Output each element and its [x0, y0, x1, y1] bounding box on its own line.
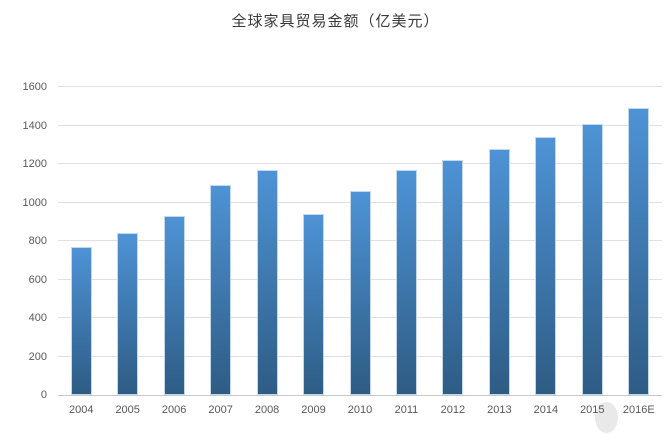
- bar-2011: [395, 169, 417, 395]
- y-tick-label-1600: 1600: [22, 81, 47, 93]
- gridline-1200: [58, 163, 662, 164]
- x-tick-label-2014: 2014: [533, 404, 559, 416]
- y-tick-label-400: 400: [28, 312, 47, 324]
- bar-2015: [581, 123, 603, 395]
- chart-title: 全球家具贸易金额（亿美元）: [231, 14, 440, 30]
- bar-2008: [256, 169, 278, 395]
- bar-2006: [163, 215, 185, 395]
- x-tick-label-2005: 2005: [115, 404, 140, 416]
- gridline-1600: [58, 86, 662, 87]
- y-tick-label-600: 600: [28, 273, 47, 286]
- x-tick-label-2010: 2010: [347, 404, 373, 416]
- gridline-0: [58, 395, 662, 396]
- y-tick-label-1000: 1000: [22, 196, 47, 209]
- bar-2005: [117, 233, 139, 395]
- bar-2012: [442, 160, 464, 395]
- bar-2013: [488, 148, 510, 395]
- x-tick-label-2008: 2008: [254, 404, 280, 416]
- y-tick-label-1200: 1200: [22, 158, 47, 170]
- x-tick-label-2006: 2006: [161, 404, 187, 416]
- bar-2004: [70, 246, 92, 395]
- x-tick-label-2011: 2011: [394, 404, 419, 416]
- x-tick-label-2015: 2015: [580, 404, 605, 416]
- watermark-ghost: [595, 402, 618, 433]
- gridline-1400: [58, 124, 662, 126]
- x-tick-label-2007: 2007: [208, 404, 233, 416]
- bar-2010: [349, 190, 371, 395]
- y-tick-label-0: 0: [40, 389, 47, 401]
- bar-2009: [303, 214, 325, 395]
- x-tick-label-2004: 2004: [68, 404, 94, 416]
- plot-area: [58, 86, 662, 396]
- y-tick-label-800: 800: [28, 235, 47, 247]
- y-tick-label-200: 200: [28, 350, 47, 363]
- x-tick-label-2009: 2009: [301, 404, 326, 416]
- bar-2007: [210, 185, 232, 395]
- x-tick-label-2013: 2013: [487, 404, 512, 416]
- bar-2016E: [628, 108, 650, 395]
- x-tick-label-2016E: 2016E: [622, 404, 655, 416]
- y-tick-label-1400: 1400: [22, 119, 47, 132]
- bar-2014: [535, 137, 557, 395]
- x-tick-label-2012: 2012: [440, 404, 466, 416]
